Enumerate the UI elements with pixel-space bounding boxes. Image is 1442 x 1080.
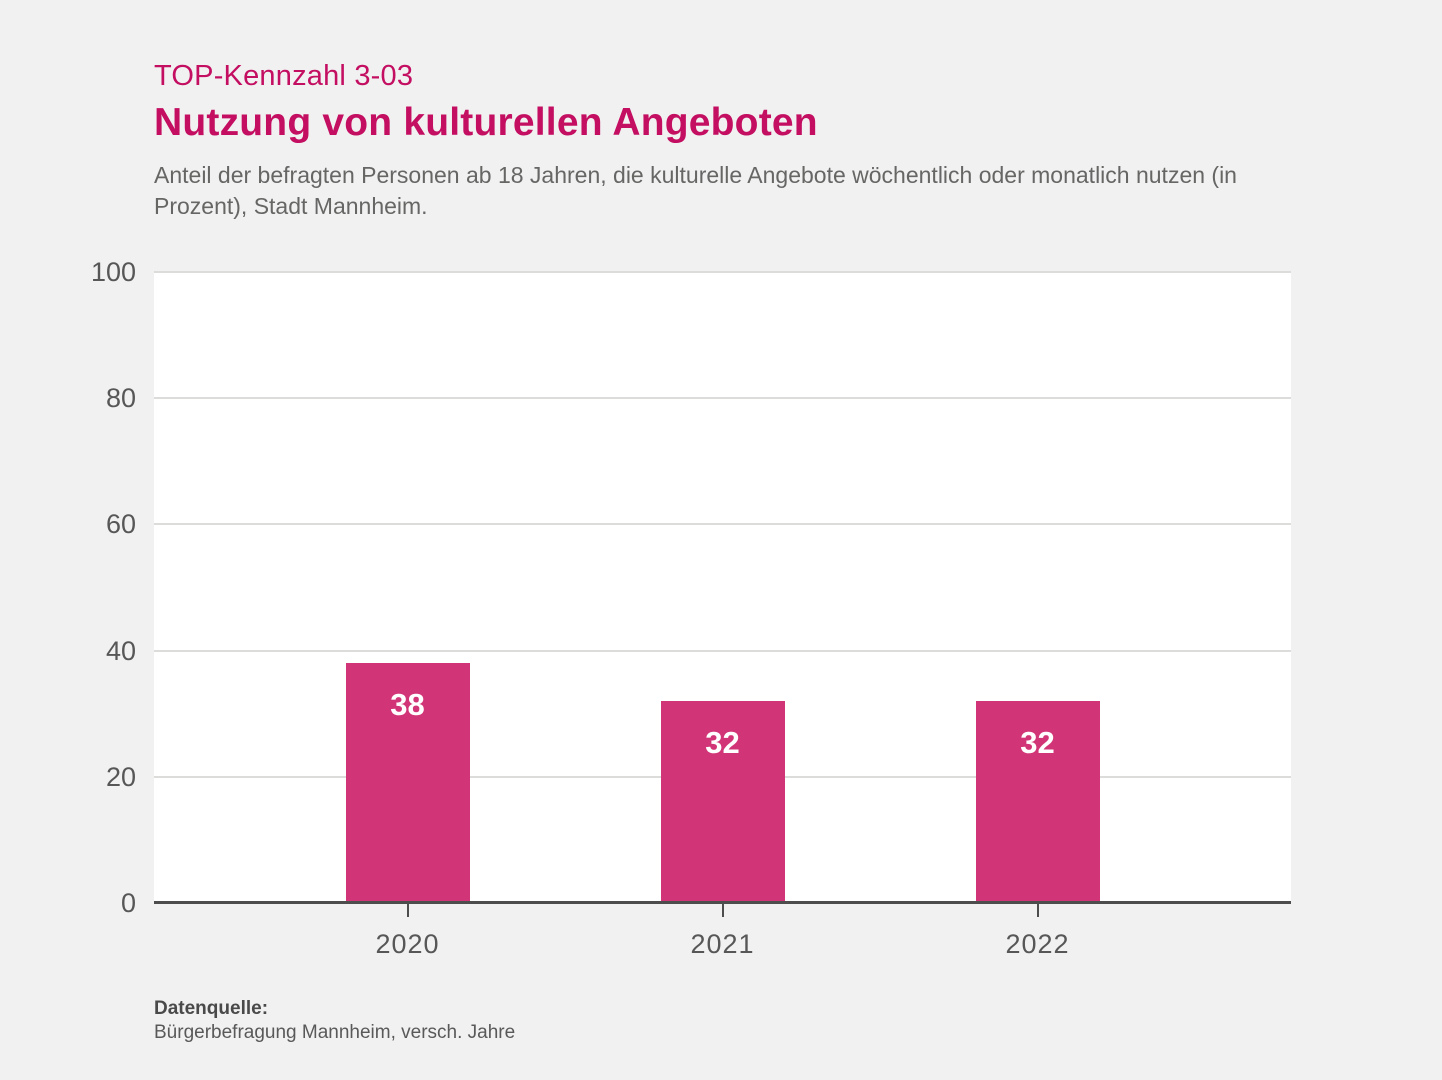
bar-value-label-2022: 32 — [1020, 725, 1055, 760]
gridline-40 — [154, 649, 1291, 652]
x-tick-label-2021: 2021 — [690, 929, 755, 959]
x-axis-line — [154, 901, 1291, 904]
y-tick-label-20: 20 — [105, 761, 136, 792]
chart-plot-area: 38 32 32 — [154, 271, 1291, 904]
gridline-60 — [154, 523, 1291, 526]
bar-value-label-2020: 38 — [390, 687, 425, 722]
y-axis-labels: 0 20 40 60 80 100 — [0, 257, 136, 918]
subtitle: Anteil der befragten Personen ab 18 Jahr… — [154, 162, 1237, 219]
x-tick-2020 — [406, 904, 409, 917]
kicker: TOP-Kennzahl 3-03 — [154, 60, 414, 92]
x-tick-label-2020: 2020 — [375, 929, 440, 959]
x-tick-label-2022: 2022 — [1005, 929, 1070, 959]
y-tick-label-60: 60 — [105, 509, 136, 540]
x-tick-2021 — [721, 904, 724, 917]
bar-2020: 38 — [345, 663, 470, 903]
bar-2022: 32 — [975, 701, 1100, 903]
y-tick-label-0: 0 — [120, 888, 136, 918]
gridline-80 — [154, 397, 1291, 400]
x-axis-ticks — [154, 904, 1291, 920]
x-tick-2022 — [1036, 904, 1039, 917]
bar-2021: 32 — [660, 701, 785, 903]
page-title: Nutzung von kulturellen Angeboten — [154, 101, 818, 144]
x-axis-labels: 2020 2021 2022 — [154, 929, 1291, 965]
y-tick-label-40: 40 — [105, 635, 136, 666]
gridline-100 — [154, 271, 1291, 273]
source-text: Bürgerbefragung Mannheim, versch. Jahre — [154, 1022, 516, 1043]
bar-value-label-2021: 32 — [705, 725, 740, 760]
y-tick-label-80: 80 — [105, 383, 136, 414]
source-note: Datenquelle: Bürgerbefragung Mannheim, v… — [154, 997, 515, 1045]
source-label: Datenquelle: — [154, 998, 269, 1019]
y-tick-label-100: 100 — [90, 257, 136, 287]
